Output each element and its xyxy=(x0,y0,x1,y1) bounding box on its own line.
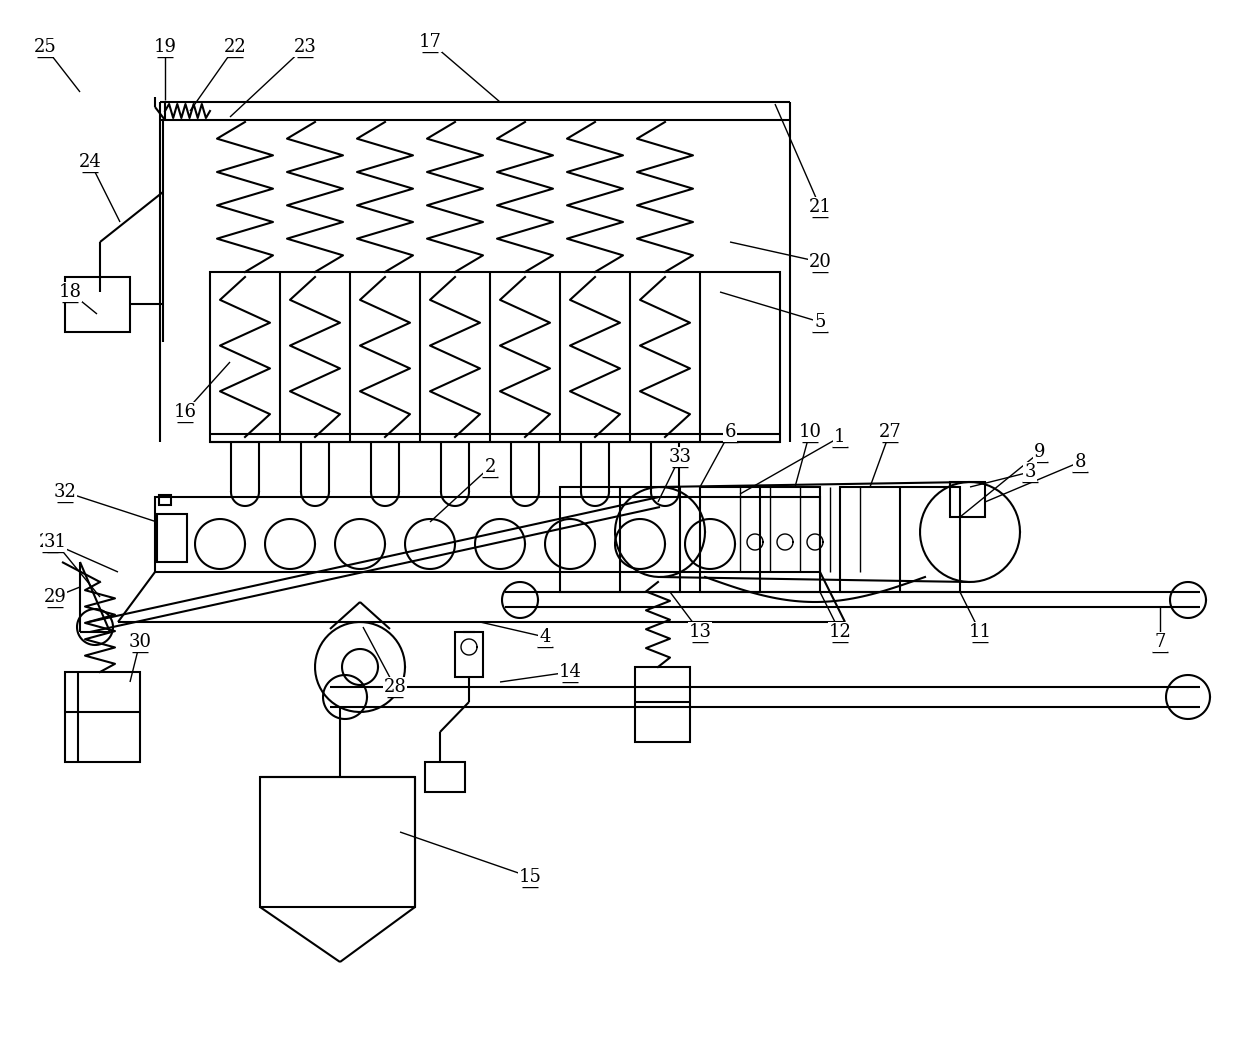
Text: 26: 26 xyxy=(38,533,62,551)
Text: 12: 12 xyxy=(828,623,852,641)
Text: 25: 25 xyxy=(33,38,56,56)
Text: 6: 6 xyxy=(724,423,735,441)
Text: 29: 29 xyxy=(43,588,67,606)
Bar xyxy=(701,487,820,592)
Text: 11: 11 xyxy=(968,623,992,641)
Text: 20: 20 xyxy=(808,253,832,271)
Text: 13: 13 xyxy=(688,623,712,641)
Text: 28: 28 xyxy=(383,678,407,696)
Bar xyxy=(64,277,130,332)
Text: 5: 5 xyxy=(815,313,826,331)
Bar xyxy=(157,514,187,562)
Text: 32: 32 xyxy=(53,483,77,501)
Text: 7: 7 xyxy=(1154,633,1166,651)
Text: 17: 17 xyxy=(419,33,441,51)
Bar xyxy=(560,487,680,592)
Text: 18: 18 xyxy=(58,282,82,301)
Text: 27: 27 xyxy=(879,423,901,441)
Text: 19: 19 xyxy=(154,38,176,56)
Bar xyxy=(260,777,415,907)
Text: 10: 10 xyxy=(799,423,821,441)
Text: 1: 1 xyxy=(835,428,846,446)
Bar xyxy=(635,667,689,742)
Bar xyxy=(455,632,484,676)
Text: 2: 2 xyxy=(485,458,496,476)
Text: 21: 21 xyxy=(808,198,832,216)
Text: 14: 14 xyxy=(558,663,582,681)
Bar xyxy=(839,487,960,592)
Bar xyxy=(155,497,820,572)
Text: 23: 23 xyxy=(294,38,316,56)
Text: 30: 30 xyxy=(129,633,151,651)
Text: 24: 24 xyxy=(78,153,102,171)
Bar xyxy=(950,482,985,517)
Text: 3: 3 xyxy=(1024,463,1035,481)
Text: 15: 15 xyxy=(518,868,542,886)
Bar xyxy=(210,272,780,442)
Text: 8: 8 xyxy=(1074,453,1086,472)
Text: 22: 22 xyxy=(223,38,247,56)
Bar xyxy=(425,763,465,792)
Bar xyxy=(64,672,140,763)
Text: 4: 4 xyxy=(539,628,551,646)
Text: 16: 16 xyxy=(174,402,196,421)
Bar xyxy=(159,495,171,506)
Text: 33: 33 xyxy=(668,448,692,466)
Text: 31: 31 xyxy=(43,533,67,551)
Text: 9: 9 xyxy=(1034,443,1045,461)
